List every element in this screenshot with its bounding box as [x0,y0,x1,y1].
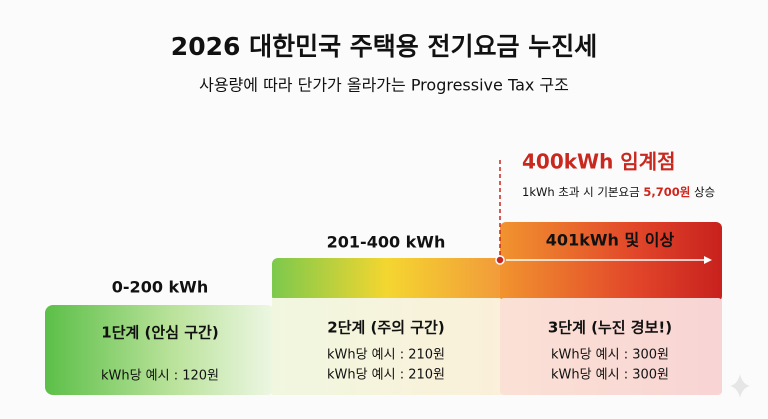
tier-name: 2단계 (주의 구간) [327,319,444,337]
tier-bar [272,258,502,302]
spark-icon [730,374,750,398]
note-text: 상승 [694,185,715,199]
arrow-head [704,256,712,264]
subtitle: 사용량에 따라 단가가 올라가는 Progressive Tax 구조 [199,76,569,95]
note-highlight: 5,700원 [643,185,690,199]
threshold-dot [495,255,505,265]
tier-price: kWh당 예시 : 300원 [551,368,669,383]
tier-range: 401kWh 및 이상 [546,231,675,250]
price-group: kWh당 예시 : 120원 kWh당 예시 : 210원 kWh당 예시 : 21… [101,348,669,384]
threshold-note: 1kWh 초과 시 기본요금 5,700원 상승 [522,185,715,199]
tier-price: kWh당 예시 : 300원 [551,348,669,363]
threshold-label: 400kWh 임계점 [522,150,676,174]
tier-range: 201-400 kWh [327,233,446,252]
title: 2026 대한민국 주택용 전기요금 누진세 [171,32,597,61]
tier-bar [500,222,722,302]
tier-range: 0-200 kWh [112,278,208,297]
tier-name: 1단계 (안심 구간) [101,324,218,342]
tier-price: kWh당 예시 : 210원 [327,368,445,383]
tier-name: 3단계 (누진 경보!) [548,319,672,337]
tier-box [272,298,502,395]
tier-price: kWh당 예시 : 210원 [327,348,445,363]
note-text: 1kWh 초과 시 기본요금 [522,185,640,199]
tier-box [500,298,722,395]
tier-box [45,305,275,395]
tier-price: kWh당 예시 : 120원 [101,369,219,384]
